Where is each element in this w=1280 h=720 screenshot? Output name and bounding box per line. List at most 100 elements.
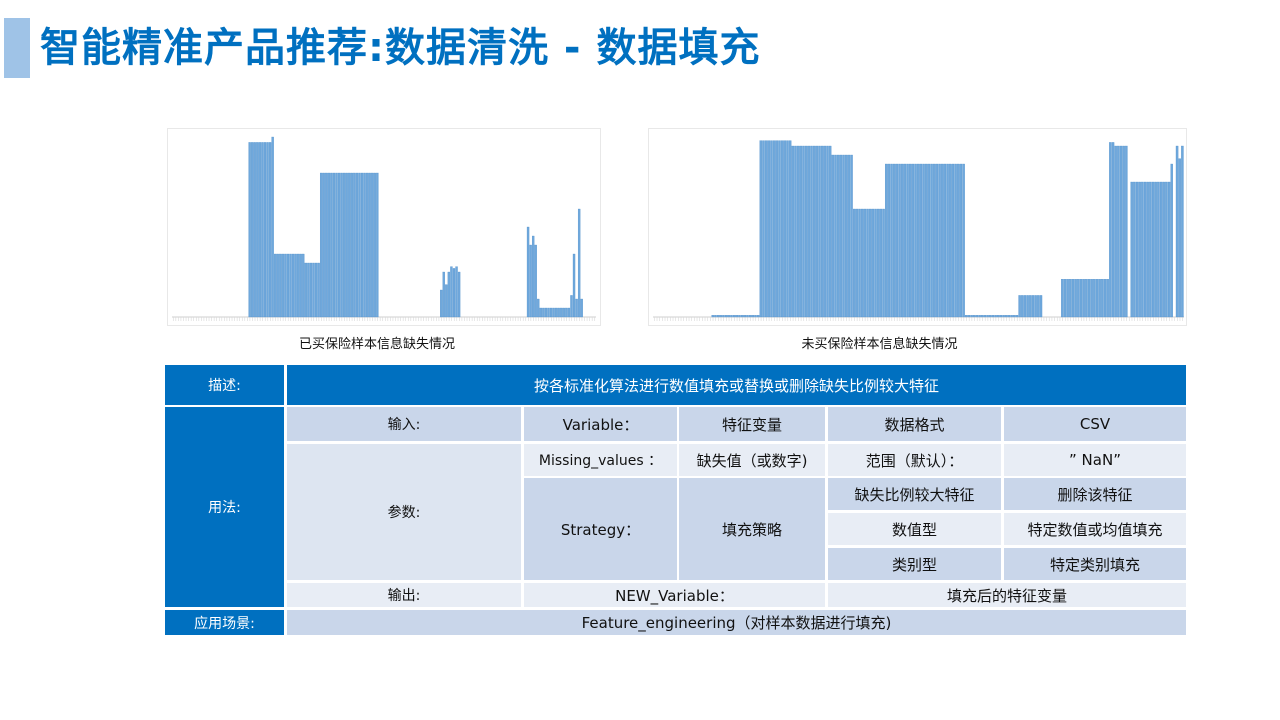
output-label: 输出: [287, 581, 523, 607]
chart-bar [1103, 279, 1107, 318]
chart-bar [557, 307, 560, 318]
chart-bar [327, 172, 331, 318]
chart-bar [309, 262, 313, 318]
chart-bar [954, 163, 957, 318]
chart-bar [1154, 181, 1157, 318]
chart-bar [999, 315, 1003, 318]
chart-bar [529, 244, 532, 318]
chart-bar [957, 163, 960, 318]
chart-bar [898, 163, 901, 318]
chart-bar [890, 163, 893, 318]
chart-bar [858, 208, 861, 318]
chart-bar [1101, 279, 1104, 318]
chart-bar [746, 315, 749, 318]
chart-bar [1082, 279, 1085, 318]
chart-bar [549, 307, 553, 318]
chart-bar [922, 163, 925, 318]
chart-bar [770, 140, 773, 318]
chart-bar [882, 208, 885, 318]
chart-bar [989, 315, 992, 318]
chart-bar [1066, 279, 1069, 318]
usage-label: 用法: [165, 407, 286, 607]
chart-bar [1141, 181, 1144, 318]
chart-bar [447, 271, 451, 318]
chart-bar [1159, 181, 1163, 318]
chart-bar [1125, 145, 1128, 318]
chart-bar [791, 145, 795, 318]
chart-bar [783, 140, 787, 318]
chart-bar [256, 142, 259, 318]
chart-bar [342, 172, 346, 318]
chart-not-bought [648, 128, 1187, 326]
chart-bar [716, 315, 720, 318]
chart-bar [268, 142, 272, 318]
chart-bar [981, 315, 984, 318]
chart-bar [762, 140, 765, 318]
chart-bar [355, 172, 359, 318]
chart-bar [1034, 295, 1037, 318]
chart-bar [560, 307, 563, 318]
chart-bar [1133, 181, 1136, 318]
strategy-condition-numeric: 数值型 [828, 511, 1003, 545]
chart-bar [967, 315, 971, 318]
chart-bar [799, 145, 803, 318]
chart-bar [363, 172, 366, 318]
chart-bar [834, 154, 837, 318]
chart-bar [812, 145, 816, 318]
chart-bar [933, 163, 936, 318]
chart-bar [943, 163, 947, 318]
chart-bar [1157, 181, 1160, 318]
chart-bar [871, 208, 875, 318]
chart-bar [962, 163, 965, 318]
chart-bar [554, 307, 558, 318]
chart-bar [925, 163, 928, 318]
chart-bar [901, 163, 904, 318]
chart-bar [949, 163, 952, 318]
chart-bar [299, 253, 302, 318]
chart-bar [289, 253, 292, 318]
chart-bar [743, 315, 747, 318]
chart-bar [903, 163, 907, 318]
chart-bar [376, 172, 379, 318]
strategy-action-category-fill: 特定类别填充 [1004, 546, 1186, 580]
chart-bar [1162, 181, 1165, 318]
chart-bar [542, 307, 545, 318]
chart-bar [917, 163, 920, 318]
chart-bar [786, 140, 789, 318]
chart-bar [577, 208, 581, 318]
chart-bar [1106, 279, 1109, 318]
chart-bar [740, 315, 744, 318]
chart-bar [544, 307, 548, 318]
input-label: 输入: [287, 407, 523, 441]
chart-bar [719, 315, 722, 318]
chart-bar [450, 266, 453, 318]
chart-bar [350, 172, 353, 318]
chart-bar [1149, 181, 1152, 318]
chart-bar [831, 154, 835, 318]
chart-bar [748, 315, 752, 318]
strategy-condition-categorical: 类别型 [828, 546, 1003, 580]
title-accent-bar [4, 18, 30, 78]
chart-bar [325, 172, 328, 318]
chart-bar [1023, 295, 1027, 318]
strategy-condition-large-missing: 缺失比例较大特征 [828, 476, 1003, 510]
chart-bar [457, 271, 461, 318]
format-label: 数据格式 [828, 407, 1003, 441]
chart-bar [248, 142, 251, 318]
chart-bar [775, 140, 779, 318]
output-desc: 填充后的特征变量 [828, 581, 1186, 607]
chart-bar [345, 172, 348, 318]
chart-bar [836, 154, 840, 318]
chart-bar [1013, 315, 1016, 318]
chart-bar [751, 315, 755, 318]
chart-bar [780, 140, 784, 318]
chart-bar [294, 253, 297, 318]
chart-bar [340, 172, 343, 318]
chart-bar [537, 298, 540, 318]
chart-bar [534, 244, 537, 318]
chart-bar [978, 315, 981, 318]
chart-bar [307, 262, 310, 318]
chart-bar [575, 298, 578, 318]
chart-bar [261, 142, 264, 318]
chart-bar [810, 145, 813, 318]
